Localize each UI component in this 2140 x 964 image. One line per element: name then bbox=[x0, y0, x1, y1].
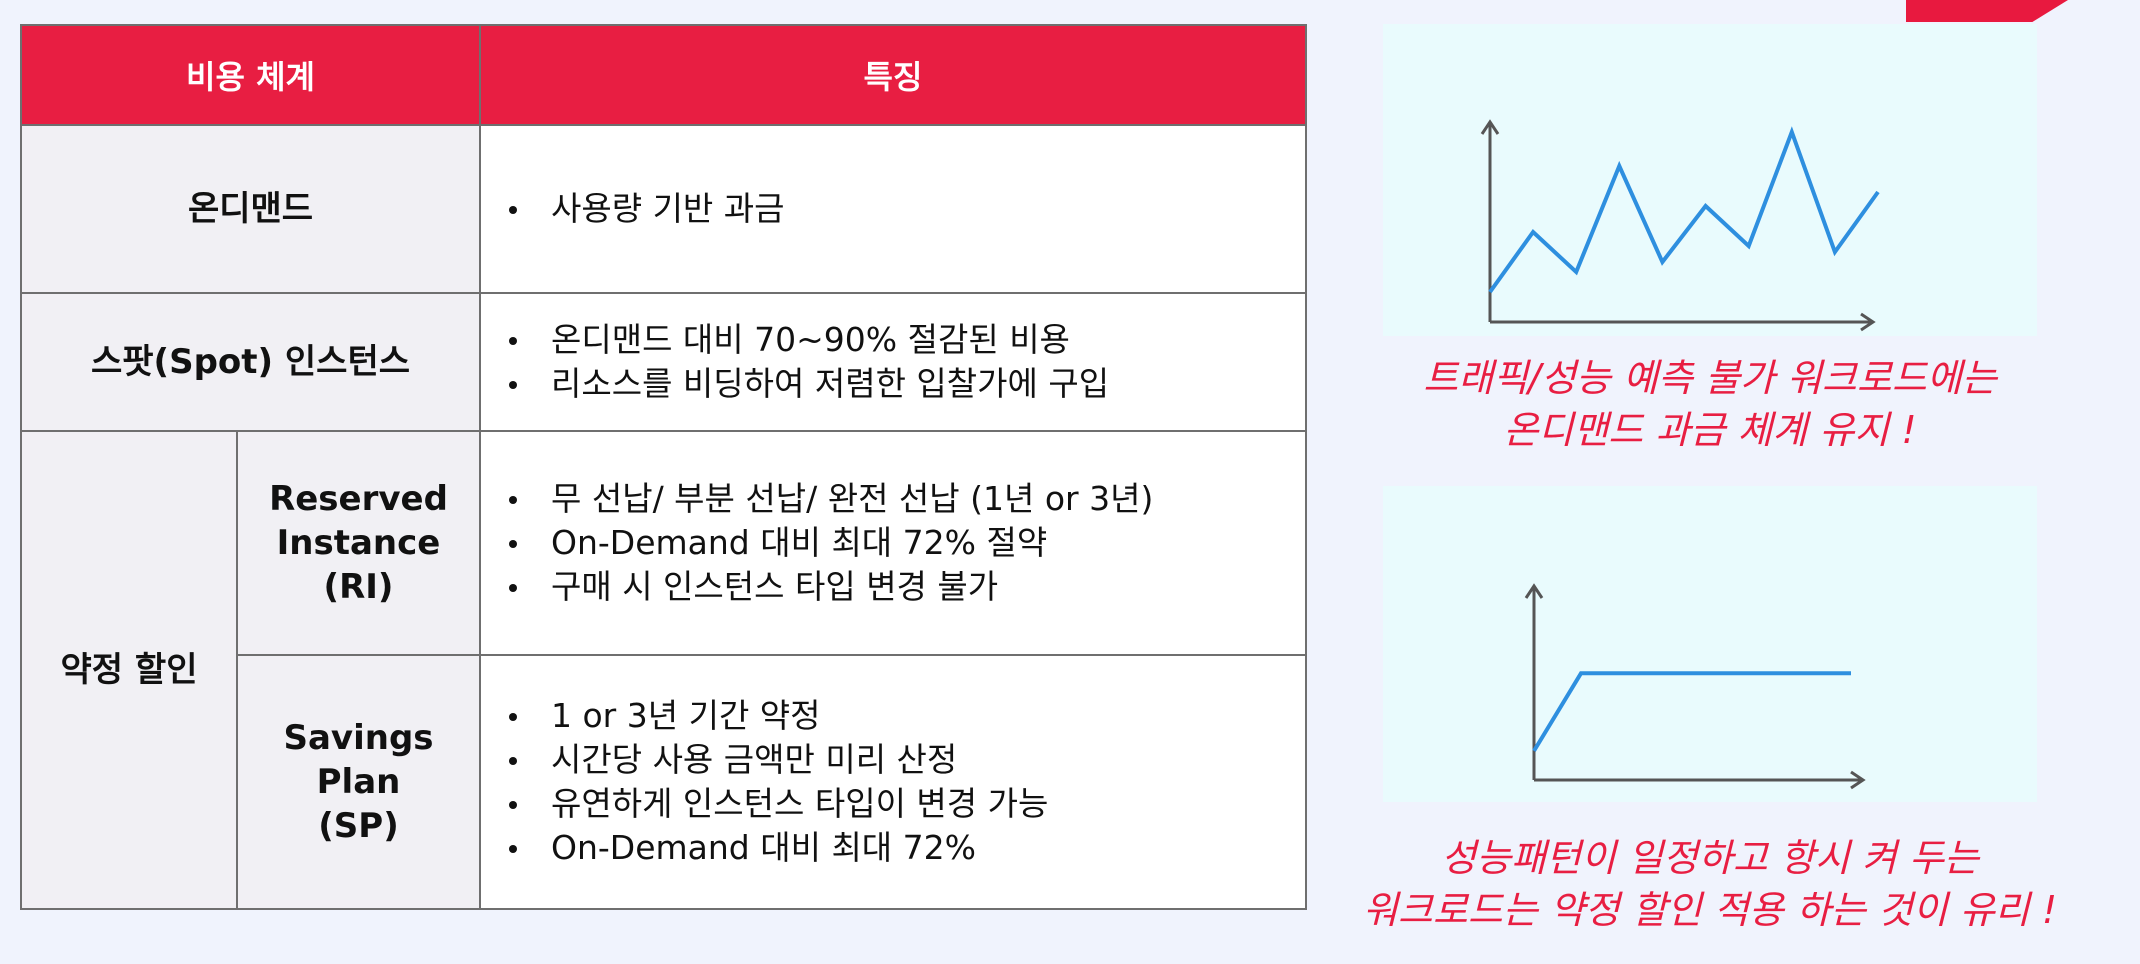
features-savings-plan: 1 or 3년 기간 약정 시간당 사용 금액만 미리 산정 유연하게 인스턴스… bbox=[479, 654, 1307, 910]
label-line: Reserved bbox=[269, 478, 448, 519]
x-axis-arrow bbox=[1860, 312, 1876, 332]
features-reserved-instance: 무 선납/ 부분 선납/ 완전 선납 (1년 or 3년) On-Demand … bbox=[479, 430, 1307, 656]
feature-item: 1 or 3년 기간 약정 bbox=[505, 694, 1285, 738]
caption-variable-workload: 트래픽/성능 예측 불가 워크로드에는 온디맨드 과금 체계 유지 ! bbox=[1340, 352, 2080, 456]
feature-item: 무 선납/ 부분 선납/ 완전 선납 (1년 or 3년) bbox=[505, 477, 1285, 521]
caption-line: 워크로드는 약정 할인 적용 하는 것이 유리 ! bbox=[1362, 888, 2058, 932]
x-axis-arrow bbox=[1850, 770, 1866, 790]
header-features: 특징 bbox=[479, 24, 1307, 126]
header-pricing-model: 비용 체계 bbox=[20, 24, 481, 126]
steady-usage-chart bbox=[1524, 583, 1866, 790]
caption-line: 트래픽/성능 예측 불가 워크로드에는 bbox=[1423, 356, 1997, 400]
label-line: (RI) bbox=[323, 567, 394, 608]
chart-panel-steady bbox=[1383, 486, 2037, 802]
y-axis-arrow bbox=[1480, 119, 1500, 135]
usage-line-series bbox=[1488, 126, 1880, 294]
variable-usage-chart bbox=[1480, 119, 1880, 332]
feature-item: 사용량 기반 과금 bbox=[505, 187, 1285, 231]
row-spot: 스팟(Spot) 인스턴스 온디맨드 대비 70~90% 절감된 비용 리소스를… bbox=[20, 292, 1307, 432]
label-on-demand: 온디맨드 bbox=[20, 124, 481, 294]
chart-panel-variable bbox=[1383, 24, 2037, 336]
features-spot: 온디맨드 대비 70~90% 절감된 비용 리소스를 비딩하여 저렴한 입찰가에… bbox=[479, 292, 1307, 432]
caption-line: 온디맨드 과금 체계 유지 ! bbox=[1503, 408, 1917, 452]
corner-accent bbox=[1906, 0, 2068, 22]
caption-line: 성능패턴이 일정하고 항시 켜 두는 bbox=[1441, 836, 1979, 880]
row-on-demand: 온디맨드 사용량 기반 과금 bbox=[20, 124, 1307, 294]
label-savings-plan: Savings Plan (SP) bbox=[236, 654, 481, 910]
table-header-row: 비용 체계 특징 bbox=[20, 24, 1307, 126]
pricing-table: 비용 체계 특징 온디맨드 사용량 기반 과금 스팟(Spot) 인스턴스 온디… bbox=[20, 24, 1307, 910]
label-spot: 스팟(Spot) 인스턴스 bbox=[20, 292, 481, 432]
feature-item: 유연하게 인스턴스 타입이 변경 가능 bbox=[505, 782, 1285, 826]
row-reserved-instance: 약정 할인 Reserved Instance (RI) 무 선납/ 부분 선납… bbox=[20, 430, 1307, 910]
feature-item: On-Demand 대비 최대 72% 절약 bbox=[505, 521, 1285, 565]
label-reserved-instance: Reserved Instance (RI) bbox=[236, 430, 481, 656]
feature-item: 리소스를 비딩하여 저렴한 입찰가에 구입 bbox=[505, 362, 1285, 406]
label-line: Savings Plan bbox=[283, 717, 434, 802]
feature-item: 구매 시 인스턴스 타입 변경 불가 bbox=[505, 565, 1285, 609]
caption-steady-workload: 성능패턴이 일정하고 항시 켜 두는 워크로드는 약정 할인 적용 하는 것이 … bbox=[1290, 832, 2130, 936]
usage-line-series bbox=[1532, 671, 1851, 752]
feature-item: 시간당 사용 금액만 미리 산정 bbox=[505, 738, 1285, 782]
label-commitment-discount: 약정 할인 bbox=[20, 430, 238, 910]
feature-item: On-Demand 대비 최대 72% bbox=[505, 826, 1285, 870]
label-line: Instance bbox=[276, 522, 441, 563]
row-savings-plan: Savings Plan (SP) 1 or 3년 기간 약정 시간당 사용 금… bbox=[21, 654, 1307, 910]
feature-item: 온디맨드 대비 70~90% 절감된 비용 bbox=[505, 318, 1285, 362]
label-line: (SP) bbox=[318, 806, 399, 847]
features-on-demand: 사용량 기반 과금 bbox=[479, 124, 1307, 294]
y-axis-arrow bbox=[1524, 583, 1544, 599]
